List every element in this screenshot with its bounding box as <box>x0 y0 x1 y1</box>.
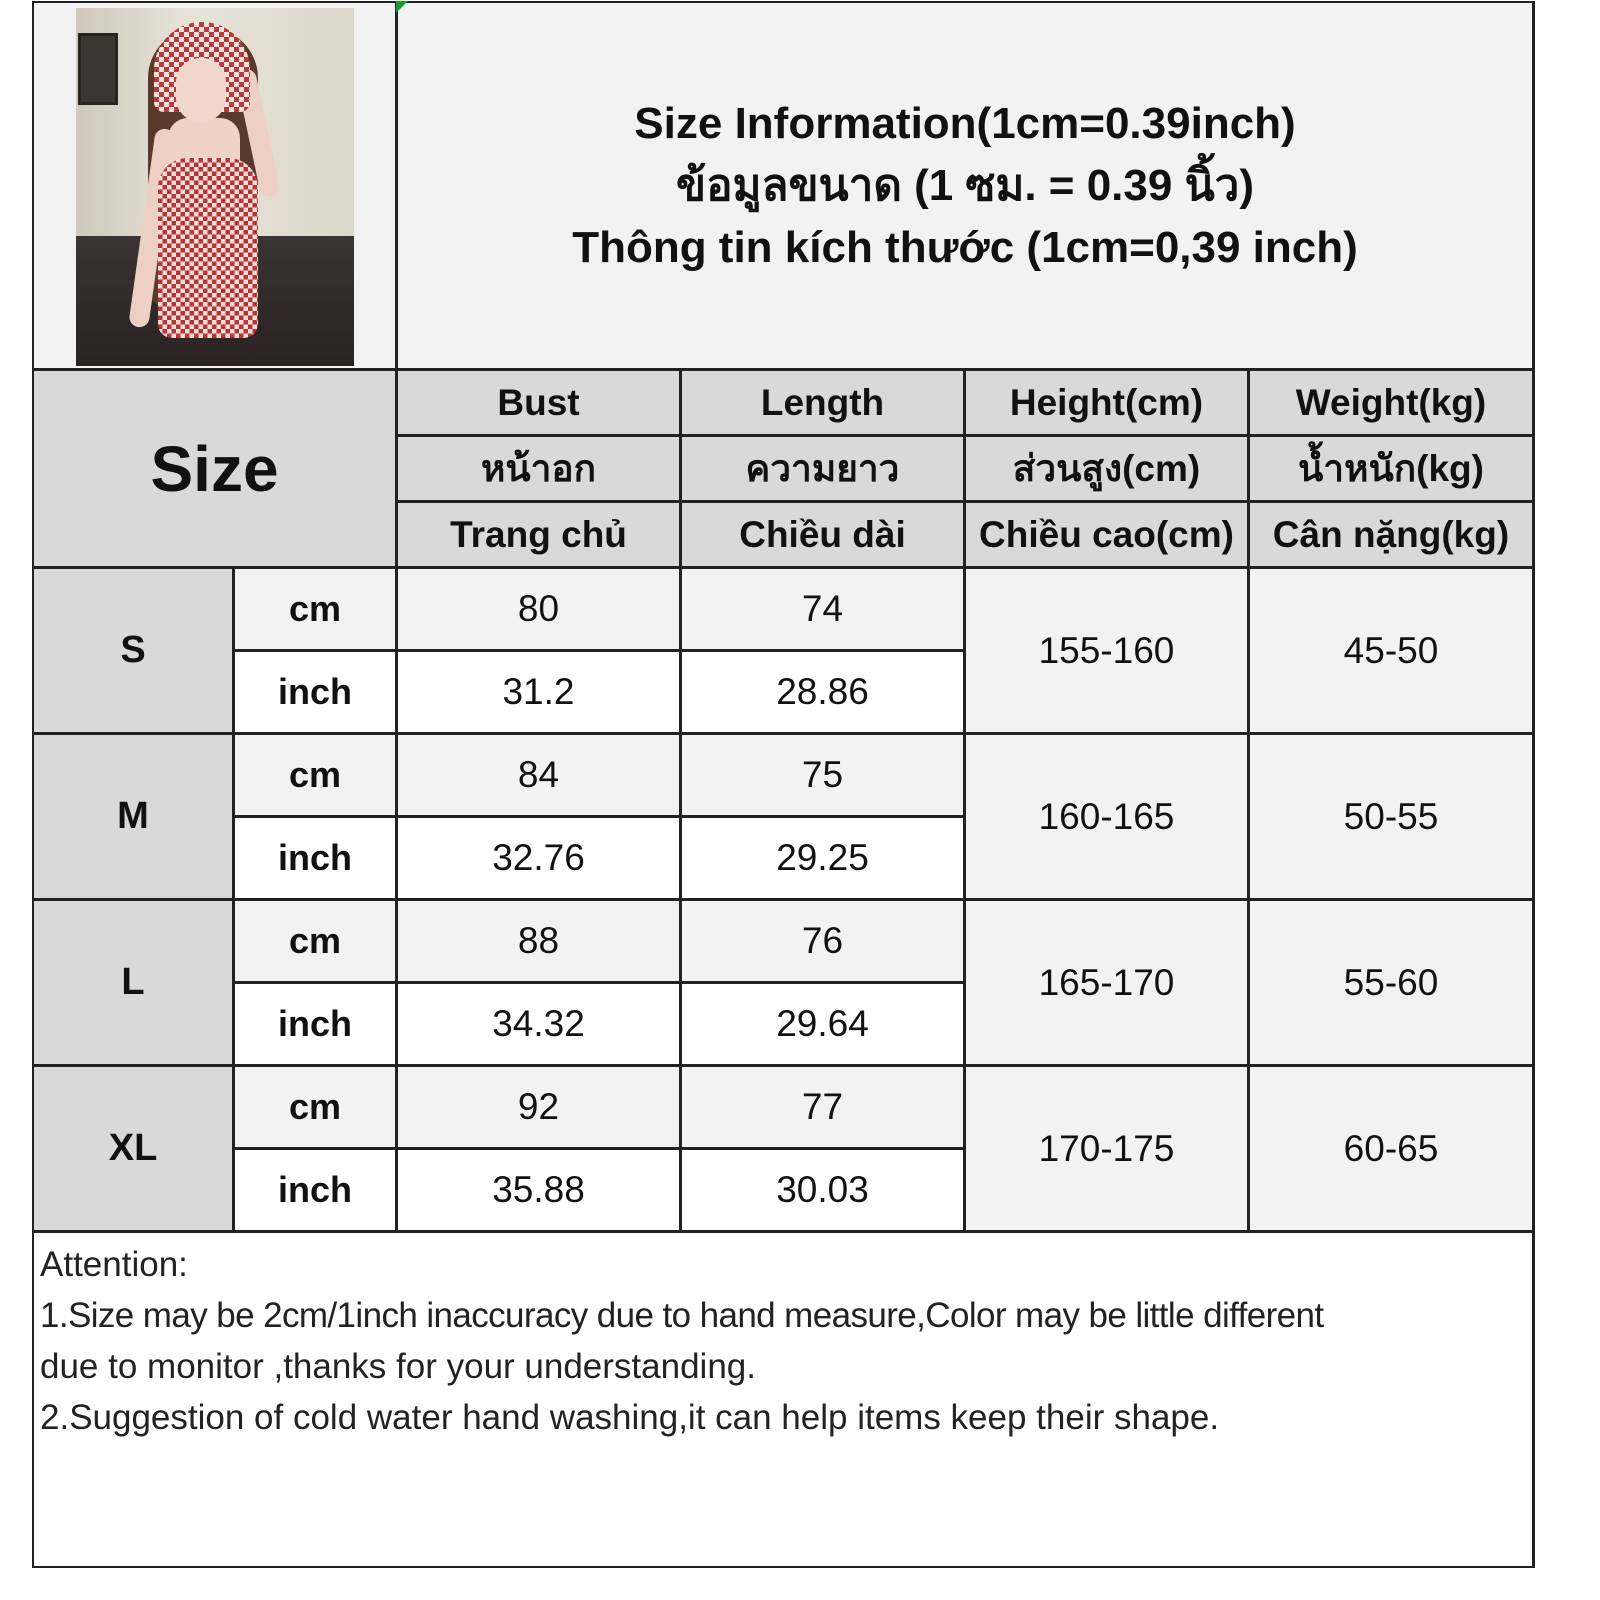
note-line: 2.Suggestion of cold water hand washing,… <box>40 1398 1220 1437</box>
length-inch-value: 28.86 <box>682 652 963 732</box>
length-inch-value: 29.64 <box>682 984 963 1064</box>
unit-label-inch: inch <box>235 652 395 732</box>
column-header-vi: Trang chủ <box>398 503 679 566</box>
column-header-en: Weight(kg) <box>1250 371 1532 434</box>
height-range-value: 155-160 <box>966 569 1247 732</box>
bust-cm-value: 88 <box>398 901 679 981</box>
size-information-title: Size Information(1cm=0.39inch) ข้อมูลขนา… <box>398 3 1532 368</box>
length-inch-value: 29.25 <box>682 818 963 898</box>
column-header-en: Length <box>682 371 963 434</box>
bust-cm-value: 84 <box>398 735 679 815</box>
bust-inch-value: 32.76 <box>398 818 679 898</box>
title-english: Size Information(1cm=0.39inch) <box>634 98 1296 148</box>
length-cm-value: 76 <box>682 901 963 981</box>
bust-inch-value: 31.2 <box>398 652 679 732</box>
bust-inch-value: 34.32 <box>398 984 679 1064</box>
unit-label-cm: cm <box>235 901 395 981</box>
length-cm-value: 75 <box>682 735 963 815</box>
wall-frame <box>78 33 118 105</box>
length-cm-value: 77 <box>682 1067 963 1147</box>
size-chart-table: Size Information(1cm=0.39inch) ข้อมูลขนา… <box>32 1 1535 1568</box>
column-header-vi: Chiều dài <box>682 503 963 566</box>
length-inch-value: 30.03 <box>682 1150 963 1230</box>
unit-label-inch: inch <box>235 984 395 1064</box>
unit-label-cm: cm <box>235 569 395 649</box>
weight-range-value: 50-55 <box>1250 735 1532 898</box>
note-line: due to monitor ,thanks for your understa… <box>40 1347 756 1386</box>
bust-cm-value: 80 <box>398 569 679 649</box>
column-header-th: ความยาว <box>682 437 963 500</box>
cell-marker <box>396 1 408 13</box>
title-thai: ข้อมูลขนาด (1 ซม. = 0.39 นิ้ว) <box>675 160 1254 210</box>
column-header-th: หน้าอก <box>398 437 679 500</box>
column-header-th: ส่วนสูง(cm) <box>966 437 1247 500</box>
note-line: Attention: <box>40 1245 188 1284</box>
size-label: S <box>34 569 232 732</box>
weight-range-value: 60-65 <box>1250 1067 1532 1230</box>
size-label: L <box>34 901 232 1064</box>
bust-inch-value: 35.88 <box>398 1150 679 1230</box>
height-range-value: 165-170 <box>966 901 1247 1064</box>
model-face <box>176 58 226 122</box>
length-cm-value: 74 <box>682 569 963 649</box>
gingham-dress <box>158 158 258 338</box>
height-range-value: 170-175 <box>966 1067 1247 1230</box>
product-photo <box>76 8 354 366</box>
weight-range-value: 55-60 <box>1250 901 1532 1064</box>
product-photo-cell <box>34 3 395 368</box>
column-header-vi: Chiều cao(cm) <box>966 503 1247 566</box>
size-label: XL <box>34 1067 232 1230</box>
title-vietnamese: Thông tin kích thước (1cm=0,39 inch) <box>572 222 1358 272</box>
size-header: Size <box>34 371 395 566</box>
unit-label-inch: inch <box>235 1150 395 1230</box>
attention-notes: Attention: 1.Size may be 2cm/1inch inaccu… <box>34 1233 1532 1566</box>
note-line: 1.Size may be 2cm/1inch inaccuracy due t… <box>40 1296 1324 1335</box>
column-header-en: Height(cm) <box>966 371 1247 434</box>
unit-label-cm: cm <box>235 735 395 815</box>
size-label: M <box>34 735 232 898</box>
column-header-th: น้ำหนัก(kg) <box>1250 437 1532 500</box>
bust-cm-value: 92 <box>398 1067 679 1147</box>
unit-label-cm: cm <box>235 1067 395 1147</box>
weight-range-value: 45-50 <box>1250 569 1532 732</box>
column-header-en: Bust <box>398 371 679 434</box>
unit-label-inch: inch <box>235 818 395 898</box>
height-range-value: 160-165 <box>966 735 1247 898</box>
column-header-vi: Cân nặng(kg) <box>1250 503 1532 566</box>
